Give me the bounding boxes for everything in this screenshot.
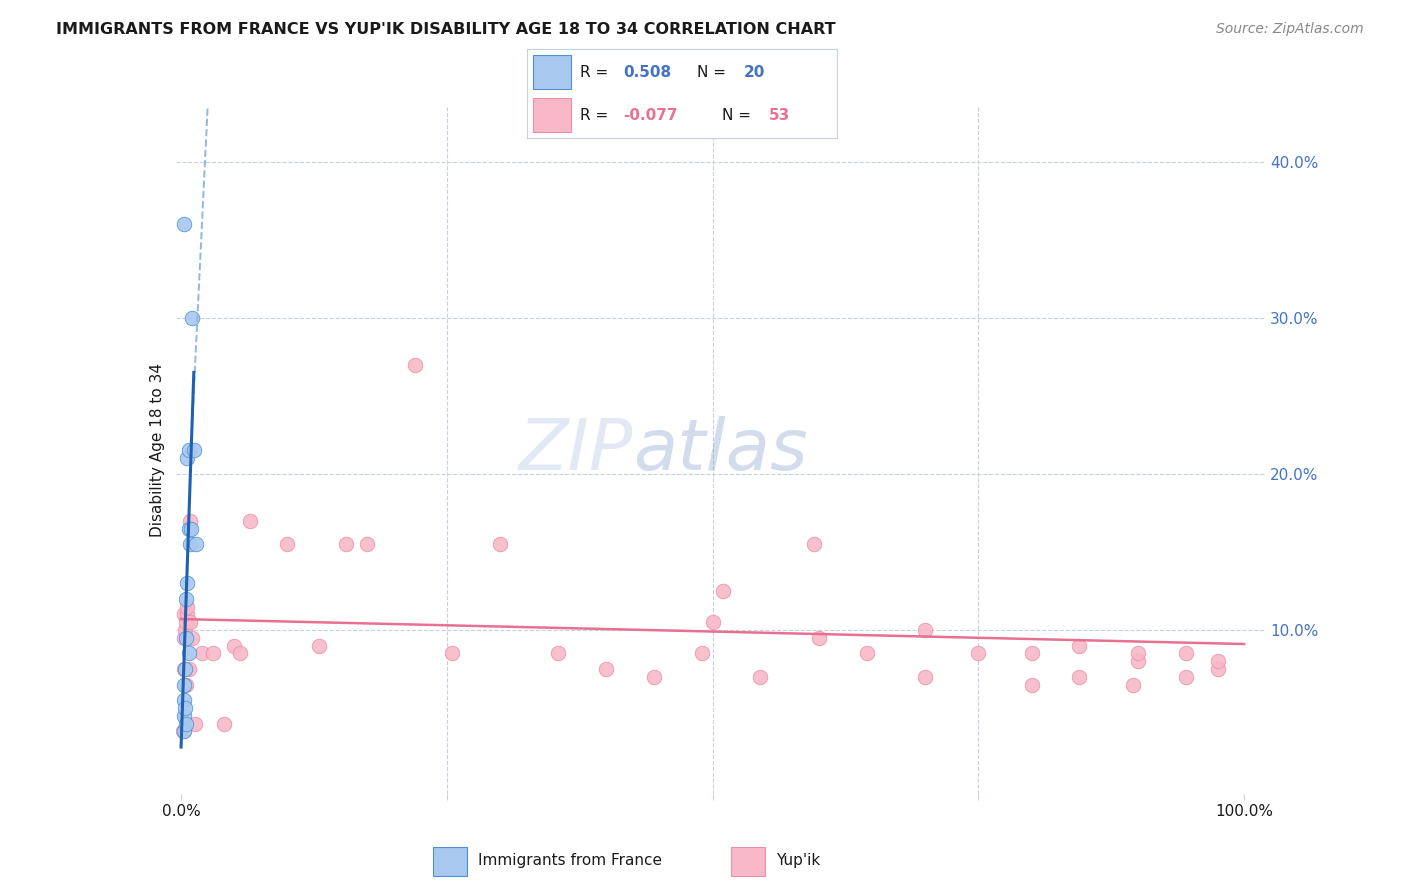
Point (176, 599, 198, 614)
Point (172, 724, 194, 739)
Point (174, 662, 197, 676)
Point (489, 537, 512, 551)
Point (1126, 654, 1149, 668)
Point (855, 646, 877, 660)
Point (308, 639, 330, 653)
Point (1069, 670, 1091, 684)
Text: Immigrants from France: Immigrants from France (478, 854, 662, 868)
Point (173, 607, 195, 622)
Point (803, 537, 825, 551)
Point (177, 443, 200, 458)
Point (173, 217, 195, 231)
Text: Source: ZipAtlas.com: Source: ZipAtlas.com (1216, 22, 1364, 37)
Text: N =: N = (723, 108, 756, 122)
Point (356, 537, 378, 551)
Point (749, 670, 772, 684)
Point (643, 670, 665, 684)
Point (177, 521, 200, 535)
Point (914, 623, 936, 637)
Point (180, 310, 202, 325)
Point (1121, 678, 1143, 692)
Point (711, 583, 734, 598)
Point (173, 708, 195, 723)
Point (173, 662, 195, 676)
Point (174, 678, 197, 692)
Point (1126, 646, 1149, 660)
Point (183, 443, 205, 458)
Point (967, 646, 990, 660)
Point (276, 537, 298, 551)
Text: 53: 53 (769, 108, 790, 122)
Text: N =: N = (697, 65, 731, 79)
Point (441, 646, 464, 660)
Point (335, 537, 357, 551)
Text: ZIP: ZIP (519, 416, 633, 485)
Point (1174, 646, 1197, 660)
Point (239, 514, 262, 528)
Text: 0.508: 0.508 (623, 65, 671, 79)
Point (1021, 646, 1043, 660)
Text: Yup'ik: Yup'ik (776, 854, 820, 868)
Point (180, 521, 202, 535)
Point (914, 670, 936, 684)
Text: atlas: atlas (633, 416, 808, 485)
Point (201, 646, 224, 660)
Text: IMMIGRANTS FROM FRANCE VS YUP'IK DISABILITY AGE 18 TO 34 CORRELATION CHART: IMMIGRANTS FROM FRANCE VS YUP'IK DISABIL… (56, 22, 835, 37)
Y-axis label: Disability Age 18 to 34: Disability Age 18 to 34 (150, 363, 166, 538)
Point (176, 678, 198, 692)
Point (176, 576, 198, 591)
Point (174, 623, 197, 637)
Point (176, 631, 198, 645)
Point (191, 646, 214, 660)
Point (228, 646, 250, 660)
Point (404, 358, 426, 372)
Point (1174, 670, 1197, 684)
Point (177, 646, 200, 660)
Point (174, 662, 197, 676)
Point (224, 639, 246, 653)
Point (1069, 639, 1091, 653)
FancyBboxPatch shape (533, 55, 571, 89)
Point (184, 537, 207, 551)
Point (174, 701, 197, 715)
Point (179, 514, 201, 528)
Point (173, 693, 195, 707)
Point (702, 615, 724, 630)
Point (179, 537, 201, 551)
Point (595, 662, 617, 676)
Point (212, 716, 235, 731)
Point (176, 615, 198, 630)
FancyBboxPatch shape (731, 847, 765, 876)
Point (176, 607, 198, 622)
Text: R =: R = (579, 108, 613, 122)
Text: R =: R = (579, 65, 613, 79)
FancyBboxPatch shape (533, 98, 571, 132)
Point (547, 646, 569, 660)
Point (1206, 662, 1229, 676)
Point (184, 716, 207, 731)
Text: -0.077: -0.077 (623, 108, 678, 122)
Point (1021, 678, 1043, 692)
Point (177, 662, 200, 676)
Point (1206, 654, 1229, 668)
Point (179, 615, 201, 630)
Point (176, 451, 198, 466)
Point (176, 591, 198, 606)
Point (180, 631, 202, 645)
Point (173, 678, 195, 692)
Point (807, 631, 830, 645)
Point (690, 646, 713, 660)
Point (173, 631, 195, 645)
Point (176, 716, 198, 731)
FancyBboxPatch shape (433, 847, 467, 876)
Text: 20: 20 (744, 65, 765, 79)
Point (173, 724, 195, 739)
